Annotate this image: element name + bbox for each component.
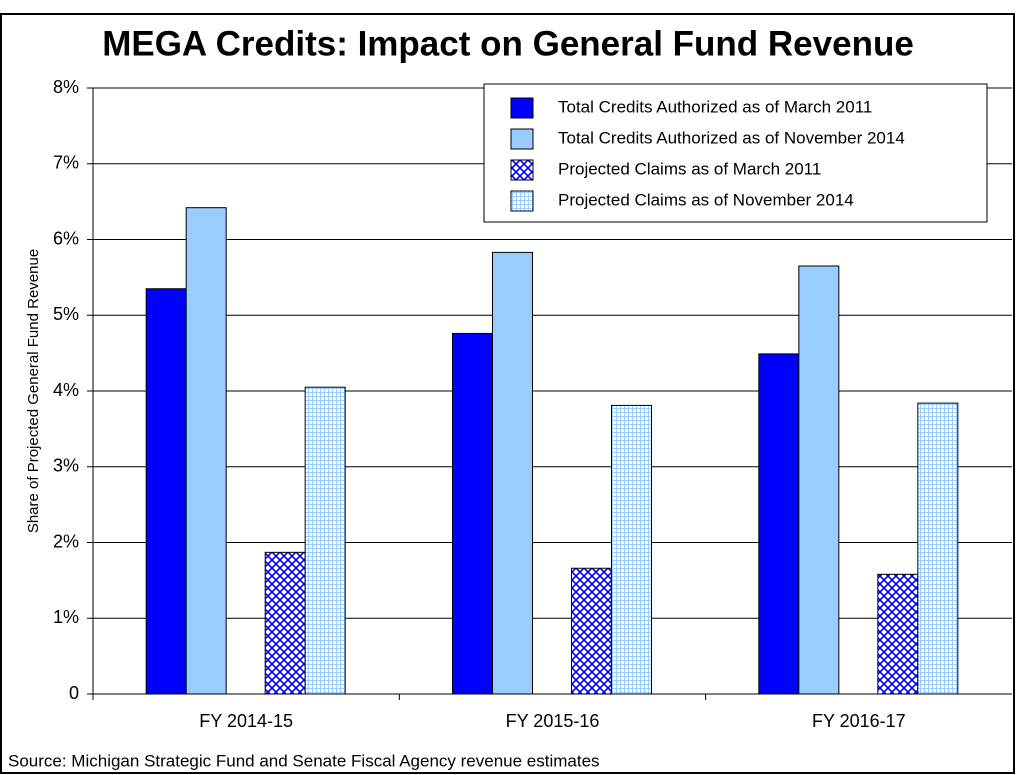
y-tick-label: 5% [53, 304, 79, 324]
bar [571, 567, 612, 695]
bar [798, 265, 840, 695]
frame [0, 13, 1015, 774]
bar [492, 251, 533, 695]
bar [264, 551, 306, 695]
legend-label: Total Credits Authorized as of March 201… [558, 97, 872, 116]
bar [877, 573, 919, 695]
chart-title: MEGA Credits: Impact on General Fund Rev… [102, 24, 914, 63]
y-tick-label: 1% [53, 607, 79, 627]
legend-label: Projected Claims as of March 2011 [558, 159, 821, 178]
legend-swatch [510, 159, 534, 181]
x-tick-label: FY 2014-15 [199, 711, 293, 731]
bar [452, 332, 493, 695]
legend-label: Total Credits Authorized as of November … [558, 128, 905, 147]
bar [758, 353, 800, 695]
legend-label: Projected Claims as of November 2014 [558, 190, 854, 209]
x-tick-label: FY 2016-17 [812, 711, 906, 731]
y-tick-label: 6% [53, 228, 79, 248]
x-tick-label: FY 2015-16 [506, 711, 600, 731]
y-tick-label: 4% [53, 380, 79, 400]
bar [145, 288, 187, 695]
bar [917, 402, 959, 695]
y-tick-label: 7% [53, 153, 79, 173]
legend-swatch [510, 128, 534, 150]
bar [185, 207, 227, 695]
legend-swatch [510, 190, 534, 212]
y-tick-label: 3% [53, 456, 79, 476]
legend-swatch [510, 97, 534, 119]
y-tick-label: 2% [53, 531, 79, 551]
y-axis-label: Share of Projected General Fund Revenue [25, 249, 42, 533]
legend-box [483, 83, 988, 223]
y-tick-label: 8% [53, 77, 79, 97]
source-note: Source: Michigan Strategic Fund and Sena… [8, 751, 600, 770]
bar [304, 386, 346, 695]
y-tick-label: 0 [69, 683, 79, 703]
bar [611, 404, 652, 695]
